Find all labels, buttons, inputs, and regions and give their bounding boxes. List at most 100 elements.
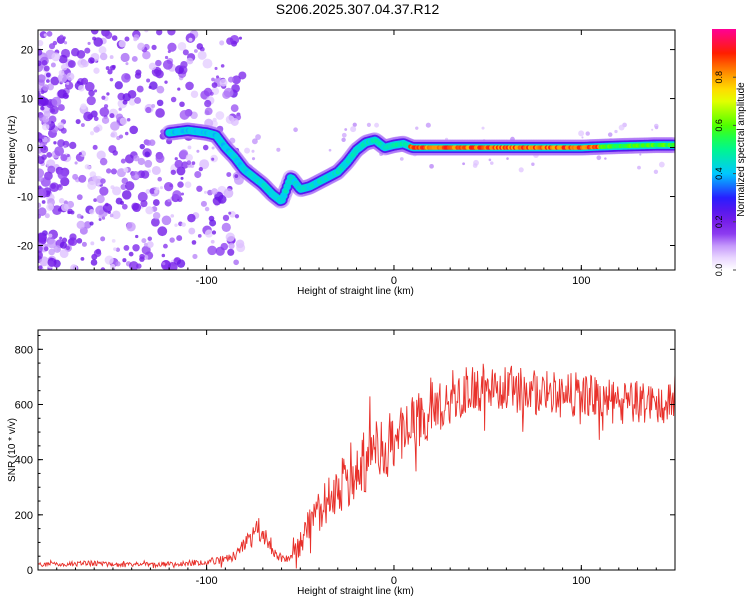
noise-point <box>194 171 202 179</box>
noise-point <box>221 222 231 233</box>
noise-point <box>211 77 215 82</box>
colorbar-tick-label: 0.8 <box>714 71 724 84</box>
noise-point <box>109 77 114 82</box>
noise-point <box>110 132 115 138</box>
noise-point <box>98 217 102 222</box>
noise-point <box>215 75 220 79</box>
noise-point <box>658 161 665 168</box>
noise-point <box>148 62 157 71</box>
noise-point <box>139 253 145 260</box>
noise-point <box>180 176 184 180</box>
noise-point <box>223 87 234 98</box>
noise-point <box>109 263 116 270</box>
noise-point <box>93 249 102 257</box>
noise-point <box>207 245 217 256</box>
noise-point <box>174 257 179 262</box>
noise-point <box>328 148 332 152</box>
noise-point <box>209 219 217 227</box>
noise-point <box>202 58 213 69</box>
noise-point <box>122 99 128 105</box>
noise-point <box>74 161 78 165</box>
noise-point <box>186 160 192 166</box>
noise-point <box>167 42 177 52</box>
noise-point <box>40 106 45 111</box>
noise-point <box>140 170 150 179</box>
y-tick-label: 20 <box>21 45 33 57</box>
x-tick-label: 0 <box>391 575 397 587</box>
noise-point <box>164 55 169 60</box>
noise-point <box>488 158 492 162</box>
noise-point <box>57 73 68 83</box>
noise-point <box>167 30 176 36</box>
noise-point <box>637 165 641 170</box>
noise-point <box>191 240 197 245</box>
noise-point <box>176 259 186 268</box>
noise-point <box>170 96 177 103</box>
noise-point <box>161 253 166 258</box>
noise-point <box>38 250 43 261</box>
noise-point <box>69 233 77 241</box>
noise-point <box>58 184 62 188</box>
noise-point <box>88 57 95 64</box>
noise-point <box>52 205 62 216</box>
noise-point <box>229 137 236 144</box>
noise-point <box>128 251 134 257</box>
noise-point <box>93 37 103 47</box>
noise-point <box>228 242 235 250</box>
ridge-core <box>283 188 288 194</box>
colorbar-tick-label: 0.6 <box>714 119 724 132</box>
ridge-core <box>284 184 290 189</box>
noise-point <box>137 42 145 51</box>
noise-point <box>112 150 118 156</box>
noise-point <box>120 184 127 191</box>
snr-series-line <box>38 363 675 569</box>
noise-point <box>58 198 65 204</box>
noise-point <box>162 262 166 266</box>
noise-point <box>151 44 157 50</box>
noise-point <box>38 49 43 56</box>
noise-point <box>444 137 449 141</box>
noise-point <box>187 213 196 223</box>
noise-point <box>101 95 106 100</box>
noise-point <box>134 174 139 179</box>
noise-point <box>198 166 203 172</box>
noise-point <box>89 221 94 226</box>
noise-point <box>238 71 247 80</box>
ridge-core <box>671 142 675 148</box>
noise-point <box>139 143 145 150</box>
noise-point <box>190 90 199 98</box>
noise-point <box>132 244 140 252</box>
noise-point <box>167 50 171 54</box>
y-tick-label: 10 <box>21 94 33 106</box>
noise-point <box>651 128 654 131</box>
noise-point <box>204 118 214 128</box>
noise-point <box>124 131 129 136</box>
noise-point <box>155 108 165 118</box>
noise-point <box>41 200 46 204</box>
noise-point <box>67 60 76 68</box>
noise-point <box>46 79 50 83</box>
noise-point <box>179 110 190 120</box>
noise-point <box>118 134 124 139</box>
noise-point <box>133 155 140 162</box>
noise-point <box>191 161 196 165</box>
noise-point <box>106 168 112 174</box>
noise-point <box>40 176 51 187</box>
noise-point <box>81 60 89 68</box>
noise-point <box>137 191 148 202</box>
noise-point <box>172 190 182 200</box>
noise-point <box>83 221 92 229</box>
noise-point <box>75 119 81 125</box>
noise-point <box>80 123 85 128</box>
noise-point <box>43 65 50 72</box>
noise-point <box>67 210 71 215</box>
noise-point <box>113 247 117 251</box>
x-tick-label: 0 <box>391 275 397 287</box>
noise-point <box>111 238 116 243</box>
noise-point <box>147 236 153 241</box>
noise-point <box>653 123 659 129</box>
noise-point <box>53 245 62 253</box>
noise-point <box>225 232 235 242</box>
noise-point <box>115 247 121 252</box>
colorbar-tick-label: 0.0 <box>714 264 724 277</box>
